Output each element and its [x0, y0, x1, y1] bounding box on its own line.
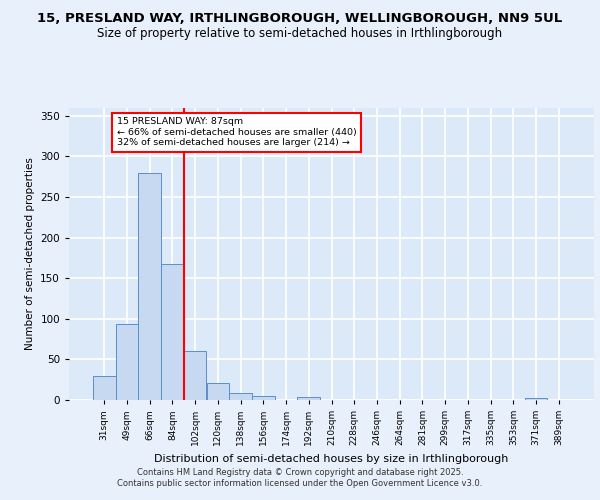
Bar: [206, 383, 229, 400]
Text: Contains HM Land Registry data © Crown copyright and database right 2025.
Contai: Contains HM Land Registry data © Crown c…: [118, 468, 482, 487]
Bar: [116, 324, 139, 400]
Bar: [184, 351, 206, 400]
Bar: [524, 398, 547, 400]
Text: 15, PRESLAND WAY, IRTHLINGBOROUGH, WELLINGBOROUGH, NN9 5UL: 15, PRESLAND WAY, IRTHLINGBOROUGH, WELLI…: [37, 12, 563, 26]
Text: Size of property relative to semi-detached houses in Irthlingborough: Size of property relative to semi-detach…: [97, 28, 503, 40]
Bar: [93, 376, 116, 400]
Bar: [139, 172, 161, 400]
Text: 15 PRESLAND WAY: 87sqm
← 66% of semi-detached houses are smaller (440)
32% of se: 15 PRESLAND WAY: 87sqm ← 66% of semi-det…: [117, 118, 356, 147]
Bar: [229, 392, 252, 400]
Bar: [298, 397, 320, 400]
X-axis label: Distribution of semi-detached houses by size in Irthlingborough: Distribution of semi-detached houses by …: [154, 454, 509, 464]
Bar: [252, 396, 275, 400]
Y-axis label: Number of semi-detached properties: Number of semi-detached properties: [25, 158, 35, 350]
Bar: [161, 264, 184, 400]
